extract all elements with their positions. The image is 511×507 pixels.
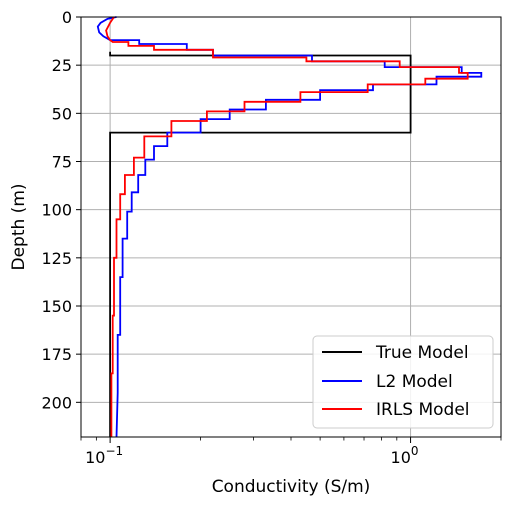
y-tick-label: 150: [41, 297, 72, 316]
legend-label-irls-model: IRLS Model: [376, 400, 470, 420]
series-line-irls-model: [105, 16, 469, 437]
y-axis-label: Depth (m): [9, 183, 29, 270]
y-tick-label: 175: [41, 345, 72, 364]
series-line-l2-model: [96, 16, 483, 438]
series-lines: [96, 16, 483, 438]
axis-ticks: 0 25 50 75 100 125 150 175 200 10−1 100: [41, 8, 502, 467]
y-tick-label: 125: [41, 249, 72, 268]
y-tick-label: 75: [52, 152, 72, 171]
legend: True Model L2 Model IRLS Model: [312, 335, 494, 429]
x-tick-label: 10−1: [85, 444, 123, 467]
y-tick-label: 0: [62, 8, 72, 27]
y-tick-label: 25: [52, 56, 72, 75]
series-line-true-model: [109, 51, 412, 437]
y-tick-label: 200: [41, 393, 72, 412]
legend-label-true-model: True Model: [375, 343, 469, 363]
x-axis-label: Conductivity (S/m): [212, 477, 371, 497]
y-tick-label: 100: [41, 201, 72, 220]
legend-box: [312, 335, 494, 429]
y-tick-label: 50: [52, 104, 72, 123]
legend-label-l2-model: L2 Model: [376, 372, 453, 392]
x-tick-label: 100: [391, 444, 419, 467]
